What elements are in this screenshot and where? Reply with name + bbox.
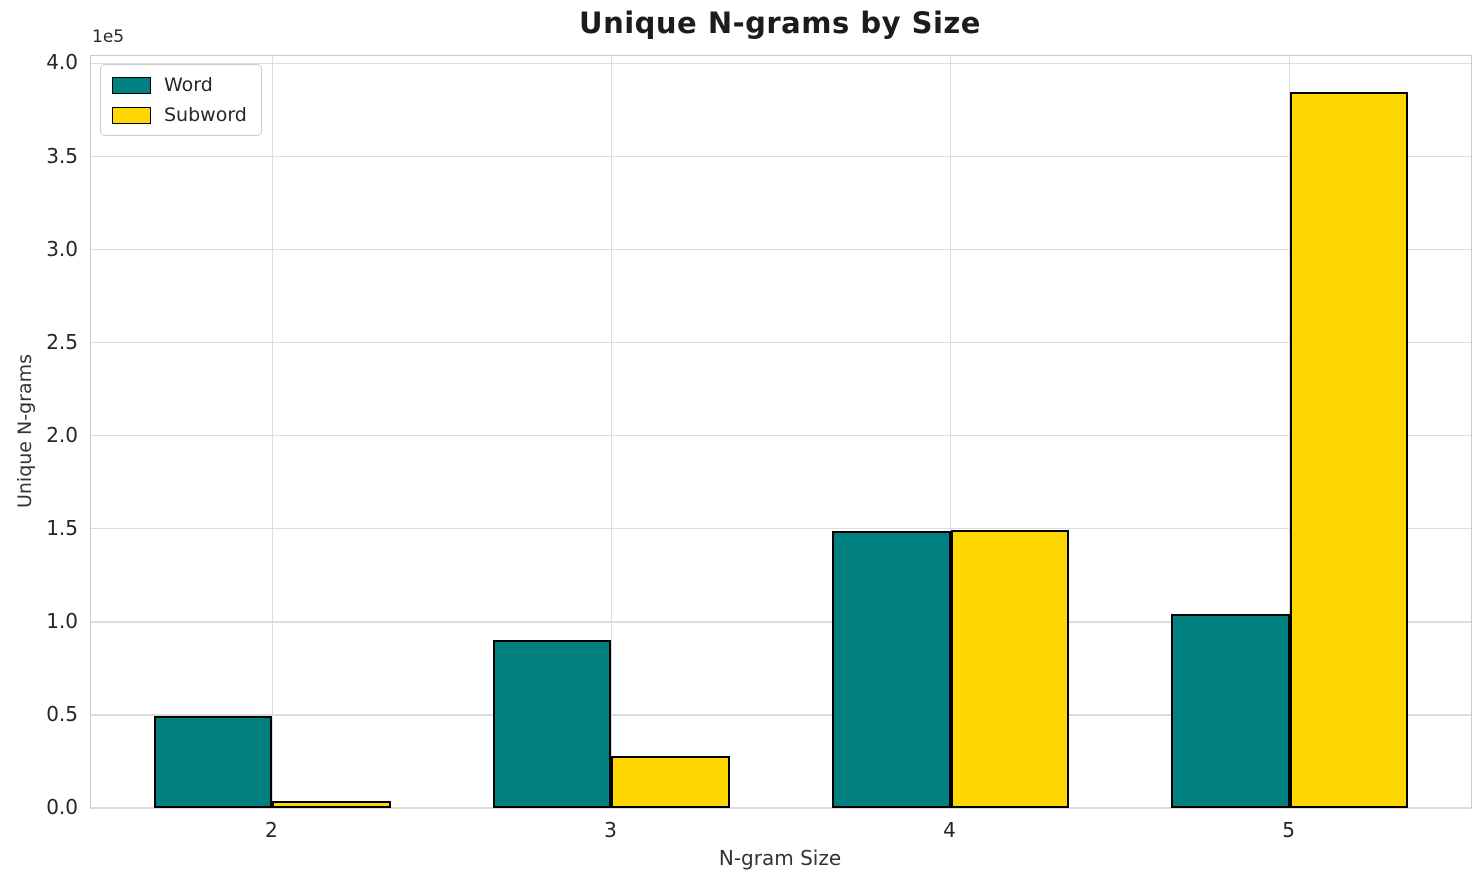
gridline-v-2 (271, 56, 274, 808)
bar-word-4 (831, 531, 951, 808)
legend-label-subword: Subword (164, 104, 247, 126)
ytick-label-2.0: 2.0 (46, 422, 78, 447)
legend: Word Subword (100, 64, 262, 136)
ytick-label-4.0: 4.0 (46, 50, 78, 75)
ytick-label-1.0: 1.0 (46, 608, 78, 633)
gridline-v-3 (610, 56, 613, 808)
gridline-h-4.0 (91, 62, 1471, 65)
gridline-h-0.0 (91, 807, 1471, 809)
legend-swatch-subword (112, 106, 151, 124)
ytick-label-0.0: 0.0 (46, 795, 78, 819)
gridline-h-0.5 (91, 714, 1471, 716)
bar-word-3 (492, 639, 612, 808)
y-axis-offset-text: 1e5 (92, 27, 125, 47)
chart-title: Unique N-grams by Size (579, 6, 981, 40)
bar-subword-5 (1289, 91, 1409, 808)
bar-subword-2 (272, 800, 392, 808)
gridline-h-2.5 (91, 342, 1471, 344)
gridline-h-2.0 (91, 435, 1471, 437)
bar-word-2 (153, 715, 273, 808)
plot-area (90, 55, 1472, 809)
gridline-h-1.5 (91, 528, 1471, 530)
legend-swatch-word (112, 76, 151, 94)
xtick-label-2: 2 (265, 818, 278, 842)
gridline-v-5 (1288, 56, 1291, 808)
ytick-label-2.5: 2.5 (46, 329, 78, 354)
legend-item-word: Word (112, 74, 247, 96)
ytick-label-3.5: 3.5 (46, 143, 78, 168)
bar-word-5 (1170, 614, 1290, 808)
x-axis-label: N-gram Size (718, 846, 842, 870)
xtick-label-4: 4 (943, 818, 956, 842)
legend-label-word: Word (164, 74, 213, 96)
bar-subword-4 (950, 530, 1070, 808)
ytick-label-3.0: 3.0 (46, 236, 78, 261)
legend-item-subword: Subword (112, 104, 247, 126)
ytick-label-0.5: 0.5 (46, 701, 78, 726)
gridline-h-1.0 (91, 621, 1471, 623)
gridline-v-4 (949, 56, 952, 808)
gridline-h-3.5 (91, 155, 1471, 158)
xtick-label-3: 3 (604, 818, 617, 842)
bar-subword-3 (611, 756, 731, 808)
gridline-h-3.0 (91, 248, 1471, 251)
ytick-label-1.5: 1.5 (46, 515, 78, 540)
xtick-label-5: 5 (1282, 818, 1295, 842)
